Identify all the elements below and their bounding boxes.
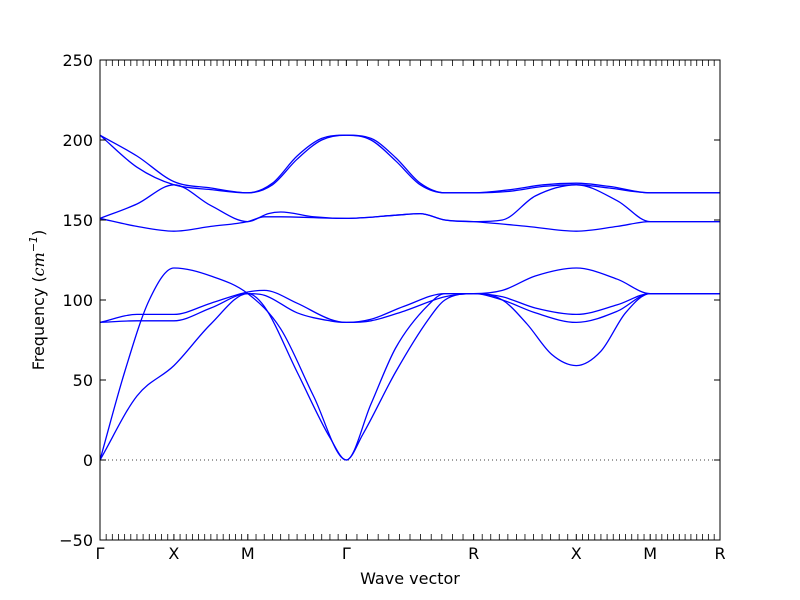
y-axis-label-close: ) bbox=[29, 230, 48, 236]
x-axis-label: Wave vector bbox=[360, 569, 460, 588]
phonon-band-4 bbox=[100, 289, 720, 324]
plot-area bbox=[100, 134, 720, 461]
y-tick-label: −50 bbox=[59, 531, 93, 550]
y-tick-label: 50 bbox=[73, 371, 93, 390]
x-tick-label: M bbox=[241, 544, 255, 563]
y-axis-label: Frequency (cm−1) bbox=[27, 230, 48, 371]
phonon-bands bbox=[100, 134, 720, 461]
x-tick-label: R bbox=[468, 544, 479, 563]
phonon-band-7 bbox=[100, 134, 720, 194]
x-tick-label: R bbox=[714, 544, 725, 563]
phonon-band-8 bbox=[100, 134, 720, 194]
x-tick-label: Γ bbox=[342, 544, 351, 563]
x-tick-label: Γ bbox=[96, 544, 105, 563]
y-tick-label: 0 bbox=[83, 451, 93, 470]
phonon-band-3 bbox=[100, 292, 720, 324]
y-tick-label: 200 bbox=[62, 131, 93, 150]
y-tick-label: 150 bbox=[62, 211, 93, 230]
x-tick-label: X bbox=[168, 544, 179, 563]
y-axis-label-unit: cm bbox=[29, 252, 48, 276]
y-axis-label-text: Frequency ( bbox=[29, 276, 48, 370]
phonon-band-2 bbox=[100, 267, 720, 461]
phonon-band-1 bbox=[100, 292, 720, 461]
x-tick-label: M bbox=[643, 544, 657, 563]
y-tick-label: 100 bbox=[62, 291, 93, 310]
x-tick-label: X bbox=[571, 544, 582, 563]
axes: −50 0 50 100 150 200 250 Γ X M Γ R X M R bbox=[59, 51, 725, 563]
y-tick-label: 250 bbox=[62, 51, 93, 70]
y-axis-label-exponent: −1 bbox=[27, 236, 40, 252]
